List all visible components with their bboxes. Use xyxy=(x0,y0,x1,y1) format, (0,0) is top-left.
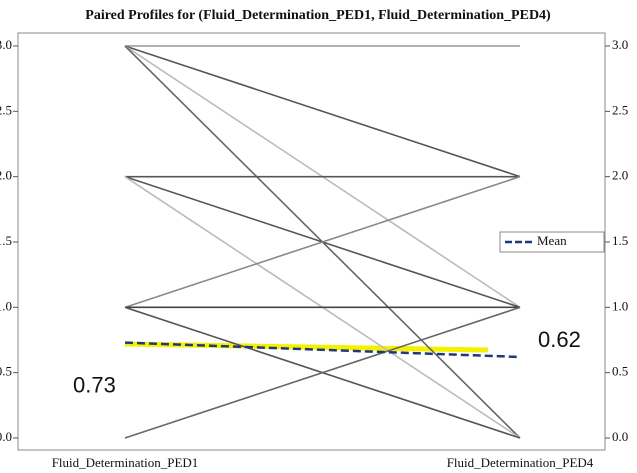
y-tick-label: 2.5 xyxy=(0,102,12,117)
y2-tick-label: 0.5 xyxy=(612,364,628,379)
y2-tick-label: 2.5 xyxy=(612,102,628,117)
y2-tick-label: 0.0 xyxy=(612,429,628,444)
y-tick-label: 0.5 xyxy=(0,364,12,379)
legend-box xyxy=(499,231,605,253)
y-tick-label: 1.5 xyxy=(0,233,12,248)
profile-line xyxy=(124,45,521,178)
profile-line xyxy=(124,175,521,309)
x-tick-label: Fluid_Determination_PED4 xyxy=(447,455,594,470)
y-tick-label: 0.0 xyxy=(0,429,12,444)
mean-line xyxy=(124,341,521,359)
mean-label: 0.73 xyxy=(73,372,116,397)
y-tick-label: 1.0 xyxy=(0,298,12,313)
y2-tick-label: 1.0 xyxy=(612,298,628,313)
chart-title: Paired Profiles for (Fluid_Determination… xyxy=(85,8,551,23)
legend-label: Mean xyxy=(537,233,567,248)
y2-tick-label: 2.0 xyxy=(612,168,628,183)
mean-label: 0.62 xyxy=(538,327,581,352)
y-tick-label: 3.0 xyxy=(0,37,12,52)
y2-tick-label: 1.5 xyxy=(612,233,628,248)
profile-line xyxy=(124,306,521,439)
y-tick-label: 2.0 xyxy=(0,168,12,183)
y2-tick-label: 3.0 xyxy=(612,37,628,52)
x-tick-label: Fluid_Determination_PED1 xyxy=(52,455,199,470)
